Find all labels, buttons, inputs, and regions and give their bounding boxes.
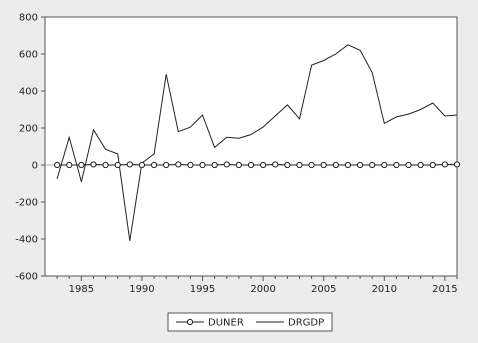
- series-drgdp: [56, 44, 458, 241]
- data-point-duner: [344, 161, 352, 169]
- data-point-duner: [175, 161, 182, 168]
- data-point-duner: [272, 161, 279, 168]
- y-tick-label: -600: [15, 272, 38, 283]
- data-point-duner: [369, 161, 376, 169]
- data-point-duner: [211, 161, 218, 169]
- data-point-duner: [320, 161, 327, 169]
- data-point-duner: [187, 161, 194, 169]
- y-tick-label: -200: [15, 198, 38, 209]
- x-tick-label: 1995: [190, 284, 215, 295]
- y-tick-label: 0: [32, 161, 38, 172]
- data-point-duner: [126, 161, 133, 168]
- x-tick-label: 1985: [69, 284, 94, 295]
- series-line-duner: [57, 163, 457, 166]
- data-point-duner: [296, 161, 303, 169]
- series-line-drgdp: [56, 44, 458, 241]
- data-point-duner: [441, 161, 448, 168]
- y-tick-label: 600: [19, 50, 38, 61]
- data-point-duner: [90, 161, 97, 168]
- legend-label-duner: DUNER: [208, 318, 244, 329]
- x-tick-label: 1990: [129, 284, 154, 295]
- data-point-duner: [78, 161, 85, 169]
- data-point-duner: [66, 161, 73, 169]
- legend-marker-duner: [186, 318, 194, 326]
- data-point-duner: [393, 161, 400, 169]
- legend: DUNER DRGDP: [167, 312, 333, 332]
- x-tick-label: 2000: [250, 284, 275, 295]
- data-point-duner: [54, 161, 61, 169]
- data-point-duner: [199, 161, 206, 169]
- data-point-duner: [405, 161, 412, 169]
- y-tick-label: 200: [19, 124, 38, 135]
- data-point-duner: [163, 161, 170, 169]
- series-duner: [54, 161, 461, 169]
- data-point-duner: [284, 161, 291, 169]
- series-layer: [54, 44, 461, 241]
- data-point-duner: [235, 161, 242, 169]
- data-point-duner: [381, 161, 388, 169]
- data-point-duner: [247, 161, 255, 169]
- data-point-duner: [102, 161, 109, 169]
- data-point-duner: [356, 161, 364, 169]
- data-point-duner: [150, 161, 158, 169]
- x-tick-label: 2005: [311, 284, 336, 295]
- legend-box: [167, 312, 333, 332]
- data-point-duner: [114, 161, 121, 169]
- data-point-duner: [417, 161, 424, 169]
- y-tick-label: 800: [19, 13, 38, 24]
- data-point-duner: [429, 161, 436, 169]
- data-point-duner: [453, 161, 461, 168]
- data-point-duner: [138, 161, 146, 169]
- plot-area: [44, 16, 458, 277]
- legend-label-drgdp: DRGDP: [288, 318, 324, 329]
- y-tick-label: -400: [15, 235, 38, 246]
- data-point-duner: [308, 161, 315, 169]
- x-tick-label: 2015: [432, 284, 457, 295]
- data-point-duner: [332, 161, 339, 169]
- data-point-duner: [260, 161, 267, 169]
- x-axis: 1985 1990 1995 2000 2005 2010 2015: [56, 276, 458, 295]
- y-axis: 800 600 400 200 0 -200 -400 -600: [15, 13, 45, 283]
- data-point-duner: [223, 161, 230, 168]
- x-tick-label: 2010: [372, 284, 397, 295]
- y-tick-label: 400: [19, 87, 38, 98]
